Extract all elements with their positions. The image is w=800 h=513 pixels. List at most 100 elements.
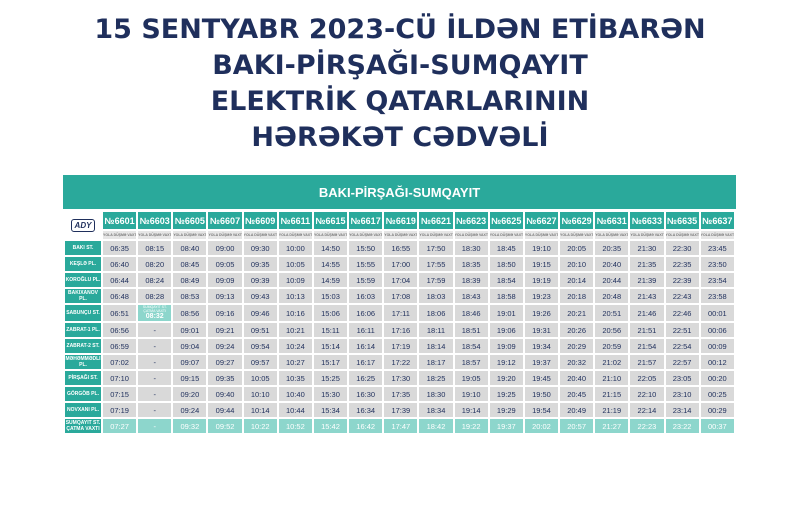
departure-time-label: YOLA DÜŞMƏ VAXTI: [419, 231, 453, 239]
time-cell: 09:15: [173, 371, 207, 385]
arrival-note-time: 08:32: [145, 313, 164, 320]
time-cell: 20:02: [524, 419, 559, 433]
time-cell: 19:10: [454, 387, 488, 401]
time-cell: 10:22: [243, 419, 277, 433]
time-cell: 09:30: [243, 241, 277, 255]
time-cell: 20:45: [560, 387, 594, 401]
train-number-header: №6635: [665, 212, 699, 229]
time-cell: 09:35: [208, 371, 242, 385]
departure-time-label: YOLA DÜŞMƏ VAXTI: [595, 231, 629, 239]
time-cell: 20:59: [595, 339, 629, 353]
time-cell: 22:23: [630, 419, 664, 433]
route-banner: BAKI-PİRŞAĞI-SUMQAYIT: [63, 175, 736, 209]
time-cell: 09:32: [173, 419, 207, 433]
time-cell: 09:00: [208, 241, 242, 255]
time-cell: 20:05: [560, 241, 594, 255]
title-line-4: HƏRƏKƏT CƏDVƏLİ: [251, 122, 549, 153]
departure-time-label: YOLA DÜŞMƏ VAXTI: [103, 231, 137, 239]
time-cell: 19:26: [524, 305, 559, 321]
departure-time-label: YOLA DÜŞMƏ VAXTI: [560, 231, 594, 239]
time-cell: 23:45: [700, 241, 734, 255]
time-cell: 10:10: [243, 387, 277, 401]
time-cell: 06:44: [103, 273, 137, 287]
train-number-header: №6603: [138, 212, 172, 229]
time-cell: 16:11: [349, 323, 383, 337]
time-cell: 18:34: [419, 403, 453, 417]
time-cell: 18:43: [454, 289, 488, 303]
table-row: BAKIXANOV PL. 06:48 08:28 08:53 09:13 09:43 10…: [65, 289, 734, 303]
train-number-header: №6611: [278, 212, 312, 229]
time-cell: 15:11: [313, 323, 348, 337]
time-cell: 20:10: [560, 257, 594, 271]
departure-time-label: YOLA DÜŞMƏ VAXTI: [278, 231, 312, 239]
time-cell: 20:18: [560, 289, 594, 303]
time-cell: 00:20: [700, 371, 734, 385]
time-cell: -: [138, 419, 172, 433]
time-cell: -: [138, 339, 172, 353]
time-cell: 19:10: [524, 241, 559, 255]
time-cell: 19:14: [454, 403, 488, 417]
time-cell: 20:48: [595, 289, 629, 303]
departure-time-label: YOLA DÜŞMƏ VAXTI: [524, 231, 559, 239]
time-cell: 16:34: [349, 403, 383, 417]
time-cell: 21:30: [630, 241, 664, 255]
time-cell: 09:27: [208, 355, 242, 369]
departure-time-label: YOLA DÜŞMƏ VAXTI: [384, 231, 418, 239]
time-cell: 17:55: [419, 257, 453, 271]
station-name: ZABRAT-2 ST.: [65, 339, 101, 353]
time-cell: 21:46: [630, 305, 664, 321]
time-cell: 23:22: [665, 419, 699, 433]
time-cell: 15:06: [313, 305, 348, 321]
time-cell: 18:54: [489, 273, 523, 287]
time-cell: 17:04: [384, 273, 418, 287]
time-cell: 00:01: [700, 305, 734, 321]
time-cell: 18:06: [419, 305, 453, 321]
time-cell: 10:00: [278, 241, 312, 255]
time-cell: 15:55: [349, 257, 383, 271]
departure-time-label: YOLA DÜŞMƏ VAXTI: [349, 231, 383, 239]
time-cell: 16:14: [349, 339, 383, 353]
table-row: SUMQAYIT ST. ÇATMA VAXTI 07:27-09:32 09:52…: [65, 419, 734, 433]
time-cell: 22:43: [665, 289, 699, 303]
station-name: SUMQAYIT ST. ÇATMA VAXTI: [65, 419, 101, 433]
time-cell: 16:30: [349, 387, 383, 401]
time-cell: 00:29: [700, 403, 734, 417]
time-cell: 19:20: [489, 371, 523, 385]
time-cell: 18:50: [489, 257, 523, 271]
time-cell: 09:46: [243, 305, 277, 321]
time-cell: 18:46: [454, 305, 488, 321]
time-cell: 21:57: [630, 355, 664, 369]
time-cell: 08:56: [173, 305, 207, 321]
departure-time-label: YOLA DÜŞMƏ VAXTI: [313, 231, 348, 239]
time-cell: 18:03: [419, 289, 453, 303]
time-cell: 17:08: [384, 289, 418, 303]
time-cell: 08:28: [138, 289, 172, 303]
time-cell: 09:57: [243, 355, 277, 369]
time-cell: 21:19: [595, 403, 629, 417]
time-cell: 17:11: [384, 305, 418, 321]
train-number-header: №6605: [173, 212, 207, 229]
train-number-header: №6617: [349, 212, 383, 229]
time-cell: 20:40: [560, 371, 594, 385]
train-number-header: №6631: [595, 212, 629, 229]
time-cell: 17:00: [384, 257, 418, 271]
time-cell: 20:14: [560, 273, 594, 287]
time-cell: -: [138, 323, 172, 337]
train-number-header: №6619: [384, 212, 418, 229]
time-cell: 08:15: [138, 241, 172, 255]
time-cell: 17:39: [384, 403, 418, 417]
time-cell: 15:59: [349, 273, 383, 287]
time-cell: 06:48: [103, 289, 137, 303]
table-row: PİRŞAĞI ST. 07:10-09:15 09:35 10:05 10:35 15:…: [65, 371, 734, 385]
time-cell: 09:39: [243, 273, 277, 287]
time-cell: 20:57: [560, 419, 594, 433]
time-cell: 08:40: [173, 241, 207, 255]
arrival-note-cell: SUMQAYIT ST. ÇATMA VAXTI 08:32: [138, 305, 172, 321]
train-number-header: №6621: [419, 212, 453, 229]
time-cell: 15:03: [313, 289, 348, 303]
departure-time-label: YOLA DÜŞMƏ VAXTI: [243, 231, 277, 239]
time-cell: 18:25: [419, 371, 453, 385]
departure-time-label: YOLA DÜŞMƏ VAXTI: [138, 231, 172, 239]
time-cell: 09:54: [243, 339, 277, 353]
table-row: ZABRAT-2 ST. 06:59-09:04 09:24 09:54 10:24 15…: [65, 339, 734, 353]
